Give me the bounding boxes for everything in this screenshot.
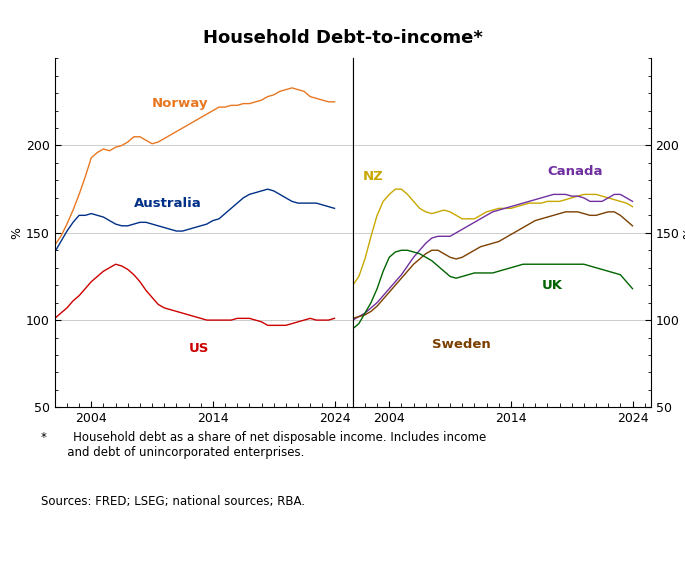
Text: Australia: Australia [134, 197, 201, 210]
Text: Canada: Canada [547, 165, 603, 178]
Text: Norway: Norway [152, 97, 209, 110]
Text: Sweden: Sweden [432, 338, 490, 351]
Text: *       Household debt as a share of net disposable income. Includes income
    : * Household debt as a share of net dispo… [41, 431, 486, 459]
Text: NZ: NZ [362, 171, 383, 183]
Text: Sources: FRED; LSEG; national sources; RBA.: Sources: FRED; LSEG; national sources; R… [41, 495, 305, 508]
Y-axis label: %: % [10, 227, 23, 239]
Text: US: US [188, 342, 209, 354]
Text: UK: UK [541, 279, 562, 292]
Text: Household Debt-to-income*: Household Debt-to-income* [203, 29, 482, 47]
Y-axis label: %: % [682, 227, 685, 239]
